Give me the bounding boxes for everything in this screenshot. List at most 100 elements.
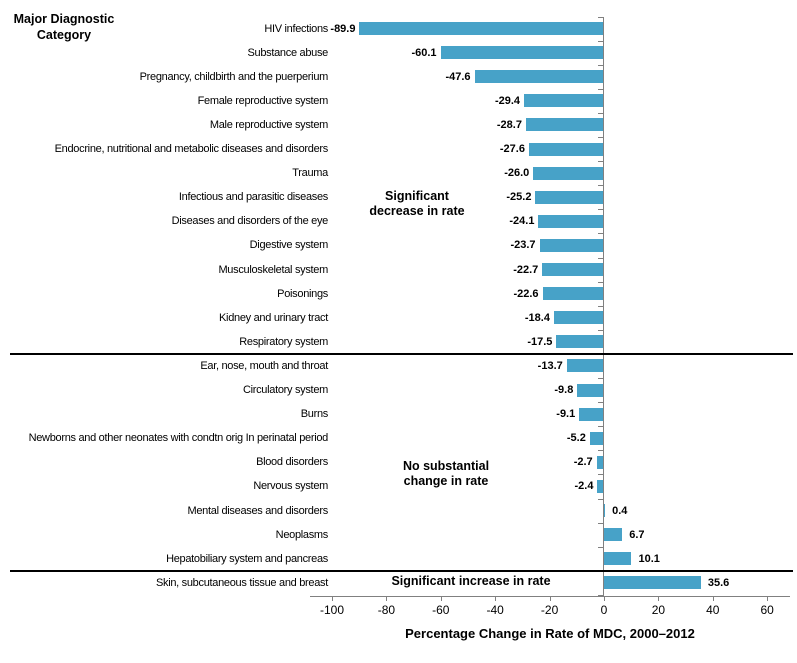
x-tick-label: 0 <box>600 603 608 617</box>
bar <box>535 190 604 204</box>
value-label: 0.4 <box>612 504 628 517</box>
value-label: -23.7 <box>510 239 536 252</box>
category-label: Nervous system <box>253 480 328 493</box>
category-label: Ear, nose, mouth and throat <box>200 359 328 372</box>
category-axis-tick <box>598 402 604 404</box>
value-label: 35.6 <box>707 576 730 589</box>
category-axis-tick <box>598 137 604 138</box>
category-label: Skin, subcutaneous tissue and breast <box>155 576 328 589</box>
bar <box>566 359 604 373</box>
category-label: Pregnancy, childbirth and the puerperium <box>139 70 329 83</box>
category-label: Infectious and parasitic diseases <box>178 191 328 204</box>
category-axis-tick <box>598 257 604 259</box>
category-axis-tick <box>598 426 604 428</box>
category-axis-tick <box>598 161 604 163</box>
x-tick-label: -20 <box>540 603 559 617</box>
category-axis-tick <box>598 329 604 331</box>
category-label: HIV infections <box>264 22 328 35</box>
category-label: Burns <box>300 408 329 421</box>
value-label: -13.7 <box>537 359 563 372</box>
value-axis-tick <box>604 596 605 601</box>
value-axis-tick <box>386 596 388 601</box>
bar <box>539 238 604 252</box>
value-label: -47.6 <box>445 70 471 83</box>
category-axis-tick <box>598 498 604 500</box>
category-label: Digestive system <box>249 239 329 252</box>
category-label: Trauma <box>292 167 328 180</box>
category-axis-header: Major Diagnostic Category <box>13 12 115 42</box>
bar <box>579 407 604 421</box>
bar <box>542 287 604 301</box>
value-label: -28.7 <box>496 118 522 131</box>
category-label: Newborns and other neonates with condtn … <box>28 432 329 445</box>
value-label: -27.6 <box>499 143 525 155</box>
category-label: Diseases and disorders of the eye <box>171 215 329 228</box>
group-divider <box>10 352 793 355</box>
value-axis-tick <box>332 596 333 601</box>
bar <box>474 70 604 84</box>
x-tick-label: -80 <box>377 603 396 617</box>
value-label: -24.1 <box>509 215 535 228</box>
category-axis-tick <box>598 185 604 187</box>
annotation-significant-decrease: Significant decrease in rate <box>369 189 465 218</box>
category-axis-tick <box>598 378 604 379</box>
value-label: -2.7 <box>573 456 593 469</box>
bar <box>604 528 623 542</box>
category-axis-tick <box>598 233 604 235</box>
category-axis-tick <box>598 474 604 476</box>
value-axis-tick <box>712 596 714 601</box>
category-axis-tick <box>598 450 604 452</box>
bar <box>525 118 604 132</box>
category-axis-tick <box>598 522 604 524</box>
group-divider <box>10 569 793 572</box>
category-axis-tick <box>598 40 604 42</box>
value-label: -26.0 <box>504 167 530 180</box>
bar <box>577 383 604 397</box>
value-label: -9.1 <box>556 408 576 421</box>
category-label: Kidney and urinary tract <box>219 311 328 324</box>
bar <box>538 214 604 228</box>
category-label: Female reproductive system <box>197 94 329 107</box>
x-tick-label: -40 <box>486 603 504 617</box>
x-tick-label: 60 <box>760 603 774 617</box>
value-label: -29.4 <box>494 94 521 107</box>
category-label: Endocrine, nutritional and metabolic dis… <box>54 143 329 155</box>
category-axis-tick <box>598 546 604 548</box>
category-axis-tick <box>598 281 604 283</box>
category-axis-tick <box>598 594 604 596</box>
category-label: Musculoskeletal system <box>218 263 328 276</box>
category-label: Hepatobiliary system and pancreas <box>166 552 328 565</box>
value-axis-tick <box>658 596 660 601</box>
annotation-significant-increase: Significant increase in rate <box>391 574 551 588</box>
category-label: Circulatory system <box>242 384 328 396</box>
bar <box>597 479 604 493</box>
x-tick-label: 40 <box>706 603 720 617</box>
category-label: Respiratory system <box>239 335 328 348</box>
category-label: Neoplasms <box>275 528 329 541</box>
value-label: -89.9 <box>330 22 356 35</box>
value-axis-tick <box>495 596 497 601</box>
category-label: Blood disorders <box>256 456 328 469</box>
value-label: -25.2 <box>506 191 532 204</box>
bar <box>524 94 604 108</box>
x-tick-label: -60 <box>432 603 450 617</box>
value-axis-tick <box>767 596 769 601</box>
value-label: -9.8 <box>554 384 574 396</box>
bar <box>604 552 632 566</box>
category-label: Mental diseases and disorders <box>187 504 329 517</box>
category-axis-tick <box>598 16 604 18</box>
value-label: -2.4 <box>574 480 594 493</box>
category-label: Substance abuse <box>247 46 328 59</box>
category-axis-tick <box>598 209 604 211</box>
bar <box>359 22 604 36</box>
category-axis-tick <box>598 305 604 307</box>
value-label: -17.5 <box>527 335 553 348</box>
value-label: 6.7 <box>629 528 645 541</box>
category-axis-tick <box>598 112 604 114</box>
category-label: Poisonings <box>277 287 328 300</box>
x-tick-label: -100 <box>319 603 345 617</box>
bar <box>542 263 604 277</box>
bar <box>440 46 604 60</box>
category-axis-tick <box>598 88 604 90</box>
